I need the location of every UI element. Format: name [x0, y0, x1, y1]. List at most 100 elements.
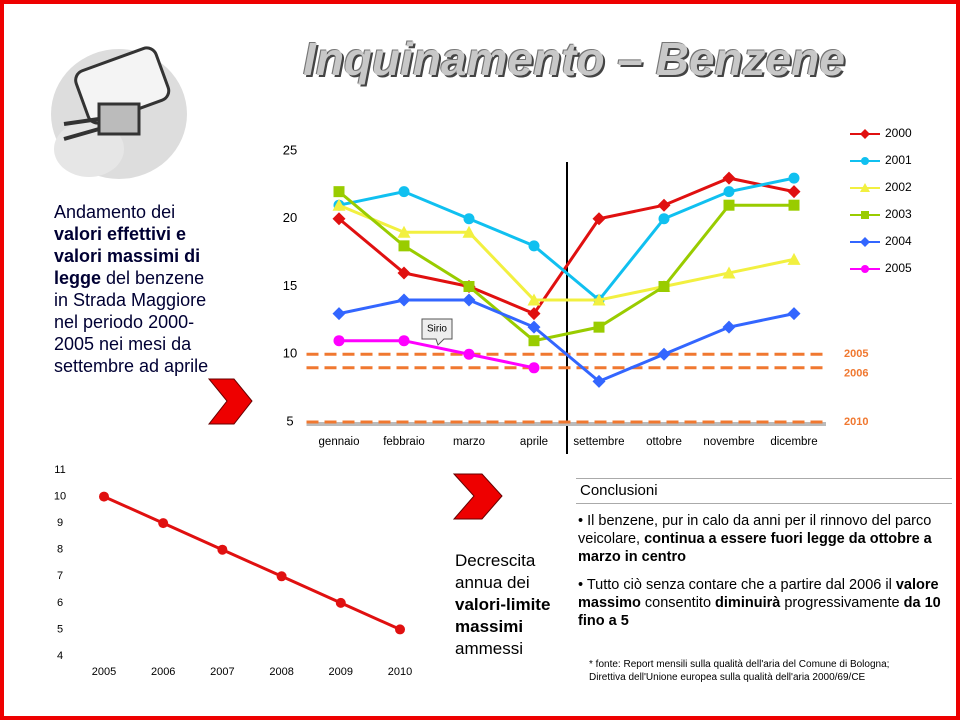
footnote: * fonte: Report mensili sulla qualità de… — [589, 658, 949, 684]
legend-label: 2001 — [885, 153, 912, 167]
page-title: Inquinamento – Benzene — [303, 33, 845, 85]
legend-label: 2003 — [885, 207, 912, 221]
x-tick-label: gennaio — [319, 436, 360, 448]
marker — [658, 281, 670, 292]
text-run: valore massimo — [578, 577, 939, 611]
marker — [158, 518, 169, 529]
marker — [722, 171, 736, 185]
y-tick-label: 11 — [54, 464, 65, 476]
y-tick-label: 10 — [54, 490, 66, 502]
y-tick-label: 10 — [283, 346, 297, 361]
marker — [332, 198, 346, 211]
limit-label: 2005 — [844, 348, 868, 360]
text-run: Decrescita annua dei — [455, 551, 536, 592]
marker — [788, 199, 800, 211]
conclusions: • Il benzene, pur in calo da anni per il… — [578, 512, 950, 640]
text-run: valori effettivi e valori massimi di leg… — [54, 224, 201, 288]
series-line — [338, 176, 795, 316]
arrow-shape — [452, 473, 503, 520]
bullet: • Tutto ciò senza contare che a partire … — [578, 577, 941, 629]
x-tick-label: dicembre — [770, 436, 817, 448]
x-tick-label: 2007 — [210, 666, 234, 678]
footnote-line: Direttiva dell'Unione europea sulla qual… — [589, 672, 866, 683]
marker — [861, 157, 869, 165]
series-line — [338, 203, 795, 302]
y-tick-label: 5 — [57, 623, 63, 635]
x-tick-label: ottobre — [646, 436, 682, 448]
marker — [527, 320, 541, 334]
x-tick-label: 2010 — [388, 666, 412, 678]
marker — [860, 237, 870, 247]
marker — [398, 240, 410, 252]
conclusions-heading: Conclusioni — [576, 478, 952, 504]
footnote-line: * fonte: Report mensili sulla qualità de… — [589, 659, 890, 670]
x-tick-label: 2006 — [151, 666, 175, 678]
marker — [463, 213, 475, 225]
marker — [722, 320, 736, 334]
marker — [276, 571, 287, 582]
marker — [593, 321, 605, 333]
marker — [657, 347, 671, 361]
legend-label: 2000 — [885, 126, 912, 140]
text-run: diminuirà — [715, 595, 781, 611]
marker — [861, 265, 869, 273]
marker — [787, 185, 801, 199]
marker — [723, 186, 735, 198]
text-run: consentito — [640, 595, 716, 611]
x-tick-label: febbraio — [383, 436, 425, 448]
marker — [333, 335, 345, 347]
marker — [217, 544, 228, 555]
legend-label: 2002 — [885, 180, 912, 194]
text-run: del benzene in Strada Maggiore nel perio… — [54, 268, 209, 376]
marker — [398, 186, 410, 198]
marker — [398, 335, 410, 347]
x-tick-label: aprile — [520, 436, 548, 448]
y-tick-label: 9 — [57, 517, 63, 529]
text-run: Tutto ciò senza contare che a partire da… — [586, 577, 896, 593]
marker — [860, 183, 870, 192]
marker — [397, 293, 411, 307]
marker — [395, 624, 405, 635]
marker — [462, 225, 476, 238]
limit-label: 2010 — [844, 416, 868, 428]
marker — [463, 348, 475, 360]
marker — [333, 186, 345, 198]
text-run: Il benzene, pur in calo da anni per il r… — [578, 513, 932, 547]
bullet: • Il benzene, pur in calo da anni per il… — [578, 513, 932, 565]
marker — [860, 129, 870, 139]
marker — [658, 213, 670, 225]
marker — [397, 225, 411, 238]
marker — [723, 199, 735, 211]
y-tick-label: 5 — [286, 413, 293, 428]
legend-label: 2005 — [885, 261, 912, 275]
marker — [463, 281, 475, 292]
arrow-shape — [207, 378, 253, 425]
marker — [397, 266, 411, 280]
marker — [592, 293, 606, 306]
description: Andamento dei valori effettivi e valori … — [54, 201, 214, 377]
x-tick-label: 2009 — [329, 666, 353, 678]
series-line — [338, 190, 794, 343]
text-run: progressivamente — [780, 595, 904, 611]
x-tick-label: novembre — [703, 436, 754, 448]
x-tick-label: settembre — [573, 436, 624, 448]
note: Decrescita annua dei valori-limite massi… — [455, 550, 575, 660]
marker — [335, 597, 346, 608]
marker — [657, 198, 671, 212]
series-line — [338, 298, 795, 384]
text-run: ammessi — [455, 639, 524, 658]
marker — [99, 491, 109, 502]
marker — [527, 293, 541, 306]
marker — [722, 266, 736, 279]
y-tick-label: 20 — [283, 210, 297, 225]
marker — [861, 211, 869, 219]
x-tick-label: marzo — [453, 436, 485, 448]
y-tick-label: 7 — [57, 570, 63, 582]
marker — [332, 307, 346, 321]
marker — [592, 212, 606, 226]
series-line — [339, 339, 535, 370]
text-run: valori-limite massimi — [455, 595, 551, 636]
marker — [788, 172, 800, 184]
marker — [592, 374, 606, 388]
